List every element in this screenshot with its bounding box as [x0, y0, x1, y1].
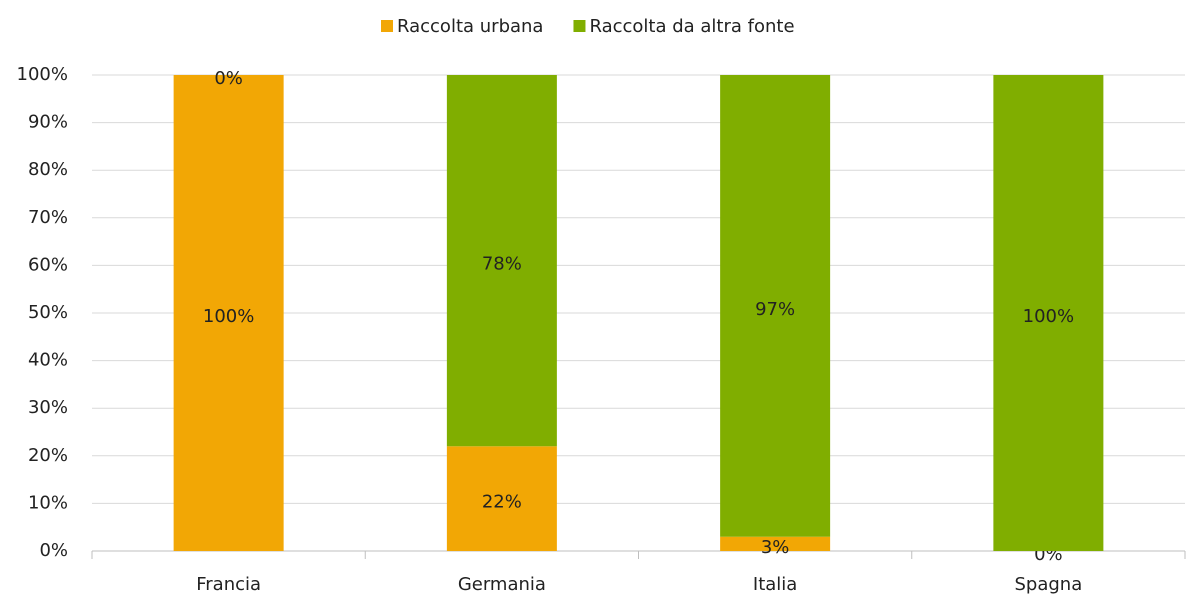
- data-label: 100%: [1023, 306, 1074, 327]
- bar-segment: [446, 75, 557, 447]
- data-label: 78%: [482, 254, 522, 275]
- y-tick-label: 0%: [39, 540, 68, 561]
- data-label: 100%: [203, 306, 254, 327]
- y-tick-label: 60%: [28, 254, 68, 275]
- y-tick-label: 20%: [28, 445, 68, 466]
- bar-segment: [173, 75, 284, 551]
- y-tick-label: 40%: [28, 350, 68, 371]
- legend-swatch: [573, 20, 586, 32]
- data-label: 0%: [214, 68, 243, 89]
- x-tick-label: Italia: [753, 574, 797, 595]
- data-label: 22%: [482, 492, 522, 513]
- data-label: 97%: [755, 299, 795, 320]
- x-tick-label: Spagna: [1015, 574, 1083, 595]
- y-tick-label: 30%: [28, 397, 68, 418]
- y-tick-label: 70%: [28, 207, 68, 228]
- y-tick-label: 90%: [28, 112, 68, 133]
- y-tick-label: 10%: [28, 492, 68, 513]
- x-tick-label: Francia: [196, 574, 261, 595]
- bar-segment: [720, 536, 831, 551]
- data-label: 3%: [761, 537, 790, 558]
- bar-segment: [720, 75, 831, 537]
- legend-label: Raccolta urbana: [397, 16, 543, 37]
- y-tick-label: 80%: [28, 159, 68, 180]
- bar-segment: [993, 75, 1104, 551]
- x-tick-label: Germania: [458, 574, 546, 595]
- bar-segment: [446, 446, 557, 551]
- y-tick-label: 100%: [17, 64, 68, 85]
- y-tick-label: 50%: [28, 302, 68, 323]
- legend-label: Raccolta da altra fonte: [589, 16, 794, 37]
- legend-swatch: [381, 20, 393, 32]
